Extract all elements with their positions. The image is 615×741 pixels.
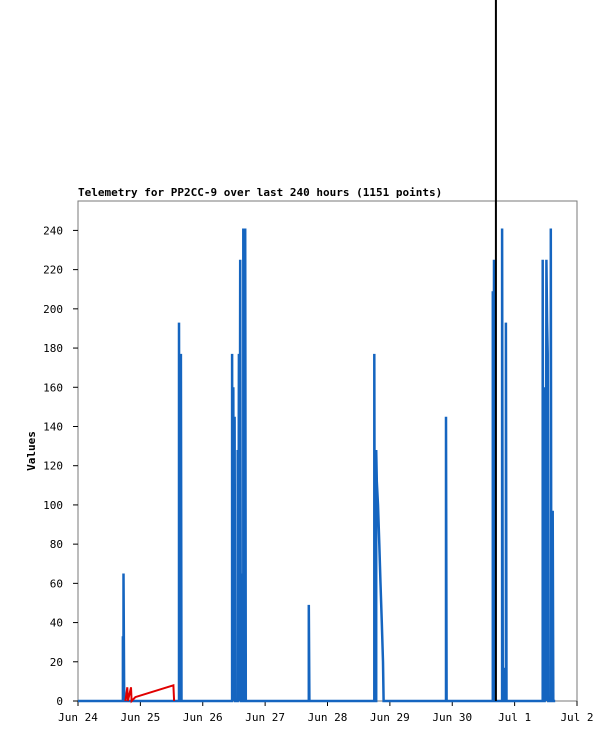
y-tick-label: 60 <box>50 577 63 590</box>
x-tick-label: Jun 29 <box>370 711 410 724</box>
y-tick-label: 120 <box>43 460 63 473</box>
y-tick-label: 80 <box>50 538 63 551</box>
y-tick-label: 140 <box>43 420 63 433</box>
x-tick-label: Jun 26 <box>183 711 223 724</box>
x-tick-label: Jun 24 <box>58 711 98 724</box>
y-tick-label: 200 <box>43 303 63 316</box>
y-tick-label: 180 <box>43 342 63 355</box>
x-tick-label: Jul 1 <box>498 711 531 724</box>
x-tick-label: Jun 27 <box>245 711 285 724</box>
chart-title: Telemetry for PP2CC-9 over last 240 hour… <box>78 186 442 199</box>
series-layer <box>78 228 556 704</box>
series-line-1 <box>78 228 556 703</box>
x-tick-label: Jun 25 <box>121 711 161 724</box>
series-line-2 <box>124 683 176 704</box>
y-tick-label: 0 <box>56 695 63 708</box>
x-axis: Jun 24 Jun 25 Jun 26 Jun 27 Jun 28 Jun 29 Jun … <box>58 701 594 724</box>
x-tick-label: Jun 28 <box>308 711 348 724</box>
y-tick-label: 220 <box>43 264 63 277</box>
y-tick-label: 160 <box>43 381 63 394</box>
y-axis-title: Values <box>25 431 38 471</box>
x-tick-label: Jun 30 <box>432 711 472 724</box>
y-axis: 0 20 40 60 80 100 120 140 160 180 200 220 240 <box>43 224 78 708</box>
x-tick-label: Jul 2 <box>560 711 593 724</box>
y-tick-label: 100 <box>43 499 63 512</box>
y-tick-label: 40 <box>50 617 63 630</box>
y-tick-label: 20 <box>50 656 63 669</box>
y-tick-label: 240 <box>43 224 63 237</box>
